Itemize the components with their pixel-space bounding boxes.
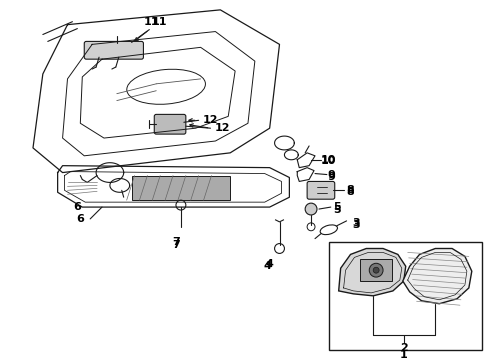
- Bar: [132, 176, 230, 200]
- Text: 11: 11: [151, 17, 167, 27]
- Text: 3: 3: [353, 220, 360, 230]
- FancyBboxPatch shape: [84, 41, 144, 59]
- Circle shape: [373, 267, 379, 273]
- Text: 7: 7: [172, 237, 180, 247]
- Text: 8: 8: [346, 187, 354, 197]
- Text: 2: 2: [400, 343, 408, 353]
- Text: 6: 6: [74, 202, 81, 212]
- Text: 10: 10: [321, 156, 337, 166]
- Text: 5: 5: [333, 202, 341, 212]
- Text: 7: 7: [172, 239, 180, 249]
- Text: 10: 10: [321, 155, 337, 165]
- Polygon shape: [339, 248, 406, 296]
- Bar: [329, 242, 482, 350]
- Text: 11: 11: [144, 17, 159, 27]
- Text: 9: 9: [328, 171, 336, 181]
- FancyBboxPatch shape: [154, 114, 186, 134]
- Text: 9: 9: [328, 170, 336, 180]
- Text: 8: 8: [346, 185, 354, 195]
- Circle shape: [305, 203, 317, 215]
- Text: 12: 12: [203, 115, 218, 125]
- Text: 1: 1: [400, 350, 408, 360]
- Text: 12: 12: [215, 123, 230, 133]
- Text: 4: 4: [266, 259, 273, 269]
- Circle shape: [369, 263, 383, 277]
- Text: 3: 3: [353, 218, 360, 228]
- Bar: [360, 259, 392, 281]
- Text: 6: 6: [76, 214, 84, 224]
- Text: 4: 4: [264, 261, 271, 271]
- FancyBboxPatch shape: [307, 181, 335, 199]
- Text: 5: 5: [333, 205, 341, 215]
- Polygon shape: [403, 248, 472, 304]
